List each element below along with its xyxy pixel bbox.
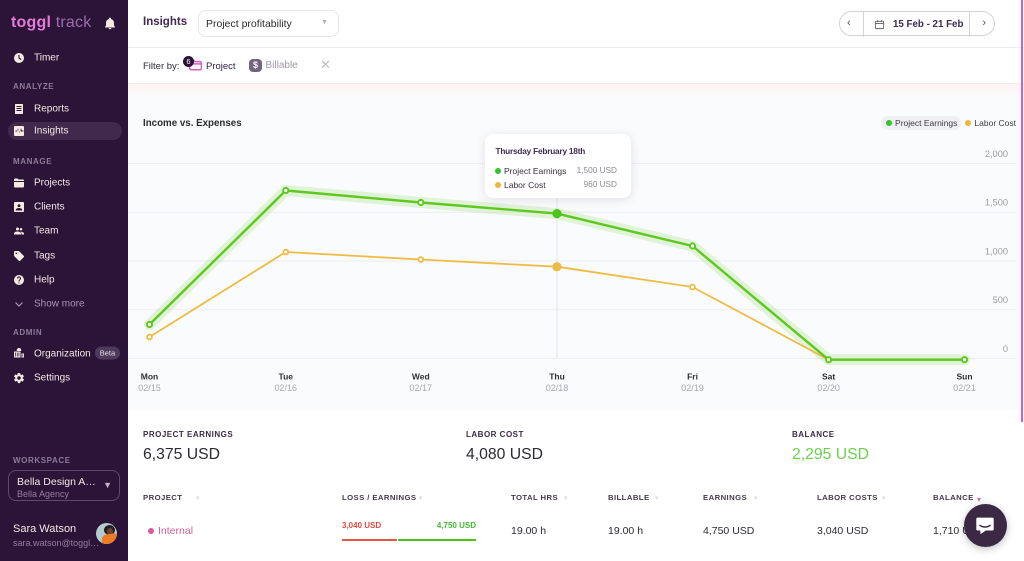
- svg-text:Tue: Tue: [279, 372, 294, 382]
- svg-text:02/16: 02/16: [275, 383, 298, 393]
- svg-text:Thu: Thu: [549, 372, 565, 382]
- svg-text:500: 500: [993, 295, 1008, 305]
- svg-text:02/20: 02/20: [817, 383, 840, 393]
- svg-text:02/21: 02/21: [953, 383, 976, 393]
- svg-text:1,000: 1,000: [985, 246, 1008, 256]
- svg-text:1,500: 1,500: [985, 198, 1008, 208]
- svg-text:Fri: Fri: [687, 372, 698, 382]
- svg-text:0: 0: [1003, 344, 1008, 354]
- svg-text:02/15: 02/15: [138, 383, 161, 393]
- svg-text:2,000: 2,000: [985, 149, 1008, 159]
- svg-text:02/19: 02/19: [681, 383, 704, 393]
- svg-text:Sun: Sun: [956, 372, 972, 382]
- svg-text:02/18: 02/18: [546, 383, 569, 393]
- svg-text:02/17: 02/17: [410, 383, 433, 393]
- svg-text:Wed: Wed: [412, 372, 430, 382]
- svg-text:Sat: Sat: [822, 372, 835, 382]
- svg-text:Mon: Mon: [141, 372, 158, 382]
